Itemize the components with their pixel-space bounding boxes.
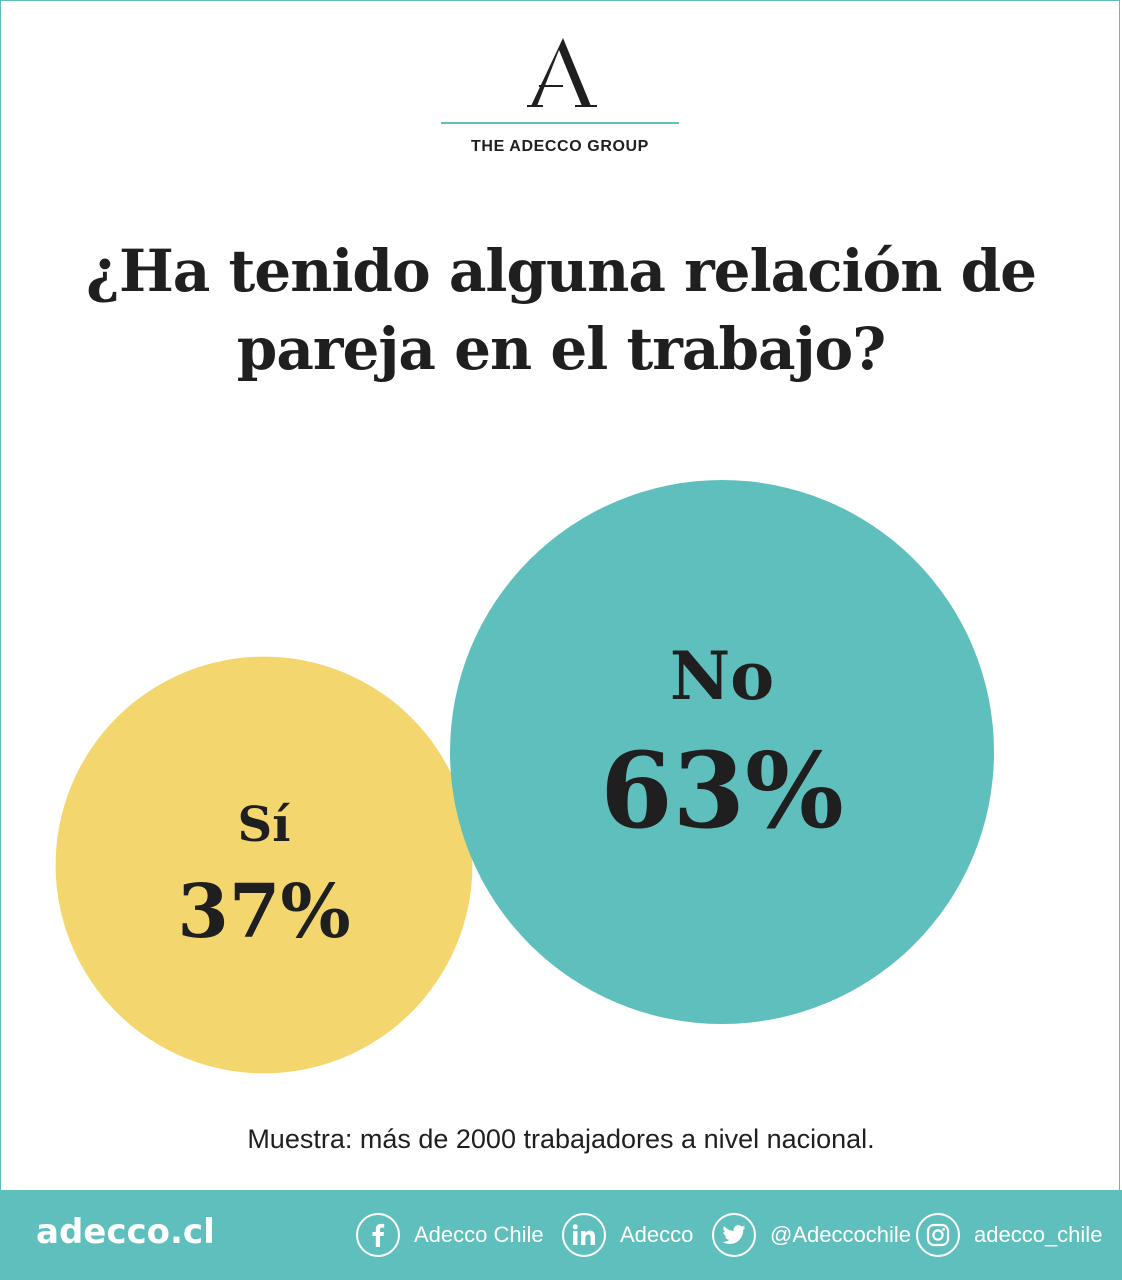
instagram-label: adecco_chile [974, 1222, 1103, 1247]
adecco-logo-icon [521, 36, 601, 112]
twitter-icon [712, 1213, 756, 1257]
footer-bar: adecco.cl Adecco Chile Adecco @Adeccochi… [0, 1190, 1122, 1280]
social-instagram[interactable]: adecco_chile [916, 1210, 1102, 1260]
social-twitter[interactable]: @Adeccochile [712, 1210, 911, 1260]
bubble-chart: Sí 37% No 63% [55, 480, 994, 1074]
facebook-label: Adecco Chile [414, 1222, 544, 1247]
site-link[interactable]: adecco.cl [36, 1212, 215, 1252]
chart-title-line-2: pareja en el trabajo? [236, 315, 886, 383]
twitter-label: @Adeccochile [770, 1222, 911, 1247]
logo-divider [441, 122, 679, 124]
linkedin-icon [562, 1213, 606, 1257]
bubble-category-label-si: Sí [238, 797, 291, 853]
sample-footnote: Muestra: más de 2000 trabajadores a nive… [247, 1124, 875, 1154]
bubble-si [55, 656, 473, 1074]
logo-wordmark: THE ADECCO GROUP [471, 138, 649, 155]
chart-title-line-1: ¿Ha tenido alguna relación de [85, 237, 1037, 305]
bubble-no [450, 480, 994, 1024]
facebook-icon [356, 1213, 400, 1257]
bubble-value-label-si: 37% [177, 869, 350, 955]
bubble-value-label-no: 63% [600, 729, 844, 852]
bubble-category-label-no: No [670, 637, 774, 715]
chart-title: ¿Ha tenido alguna relación de pareja en … [30, 232, 1092, 388]
social-facebook[interactable]: Adecco Chile [356, 1210, 544, 1260]
social-linkedin[interactable]: Adecco [562, 1210, 693, 1260]
linkedin-label: Adecco [620, 1222, 694, 1247]
instagram-icon [916, 1213, 960, 1257]
